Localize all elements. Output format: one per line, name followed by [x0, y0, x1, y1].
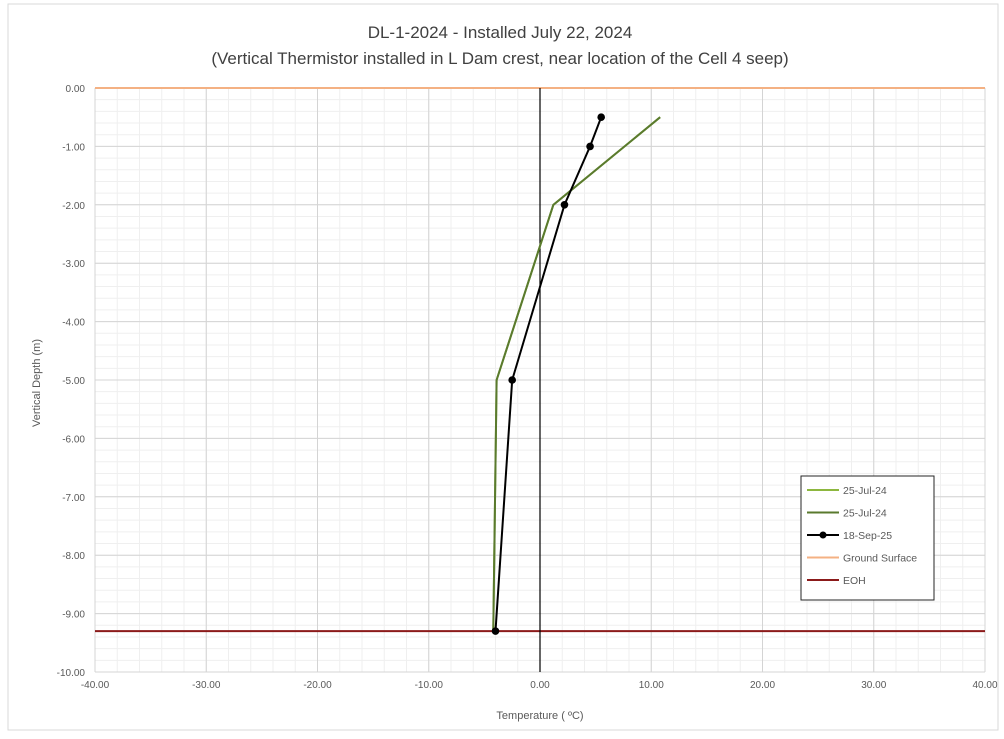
chart-subtitle: (Vertical Thermistor installed in L Dam …: [211, 49, 788, 68]
y-tick-label: -4.00: [62, 318, 85, 329]
y-tick-label: -10.00: [57, 668, 86, 679]
y-tick-label: -8.00: [62, 551, 85, 562]
y-tick-label: 0.00: [66, 84, 86, 95]
x-tick-label: -30.00: [192, 680, 221, 691]
series-point-3: [597, 113, 605, 121]
series-point-3: [491, 627, 500, 635]
series-group: [491, 113, 661, 635]
y-tick-label: -9.00: [62, 610, 85, 621]
y-tick-label: -3.00: [62, 259, 85, 270]
x-tick-label: 0.00: [530, 680, 550, 691]
x-tick-label: 20.00: [750, 680, 775, 691]
legend: 25-Jul-24 25-Jul-24 18-Sep-25 Ground Surfac…: [800, 475, 935, 601]
y-tick-label: -5.00: [62, 376, 85, 387]
legend-label: 25-Jul-24: [843, 508, 887, 520]
x-tick-label: 30.00: [861, 680, 886, 691]
x-tick-label: -40.00: [81, 680, 110, 691]
y-axis-title: Vertical Depth (m): [31, 339, 43, 427]
y-tick-label: -1.00: [62, 142, 85, 153]
chart-area: [7, 3, 999, 731]
y-tick-label: -6.00: [62, 434, 85, 445]
x-axis-title: Temperature ( ºC): [496, 710, 583, 722]
y-tick-labels: 0.00 -1.00 -2.00 -3.00 -4.00 -5.00 -6.00 -7.00 -…: [57, 84, 86, 679]
chart-title: DL-1-2024 - Installed July 22, 2024: [368, 23, 633, 42]
legend-label: EOH: [843, 575, 866, 587]
y-tick-label: -7.00: [62, 493, 85, 504]
x-tick-label: 10.00: [639, 680, 664, 691]
y-tick-label: -2.00: [62, 201, 85, 212]
legend-label: 25-Jul-24: [843, 485, 887, 497]
series-point-3: [560, 201, 569, 209]
legend-marker: [819, 531, 827, 539]
series-line-2: [492, 116, 661, 632]
x-tick-label: -10.00: [415, 680, 444, 691]
x-tick-label: 40.00: [972, 680, 997, 691]
x-tick-label: -20.00: [303, 680, 332, 691]
series-point-3: [508, 376, 516, 384]
series-point-3: [586, 142, 594, 151]
legend-label: Ground Surface: [843, 553, 917, 565]
x-tick-labels: -40.00 -30.00 -20.00 -10.00 0.00 10.00 20.00 30…: [81, 680, 998, 691]
legend-label: 18-Sep-25: [843, 530, 892, 542]
